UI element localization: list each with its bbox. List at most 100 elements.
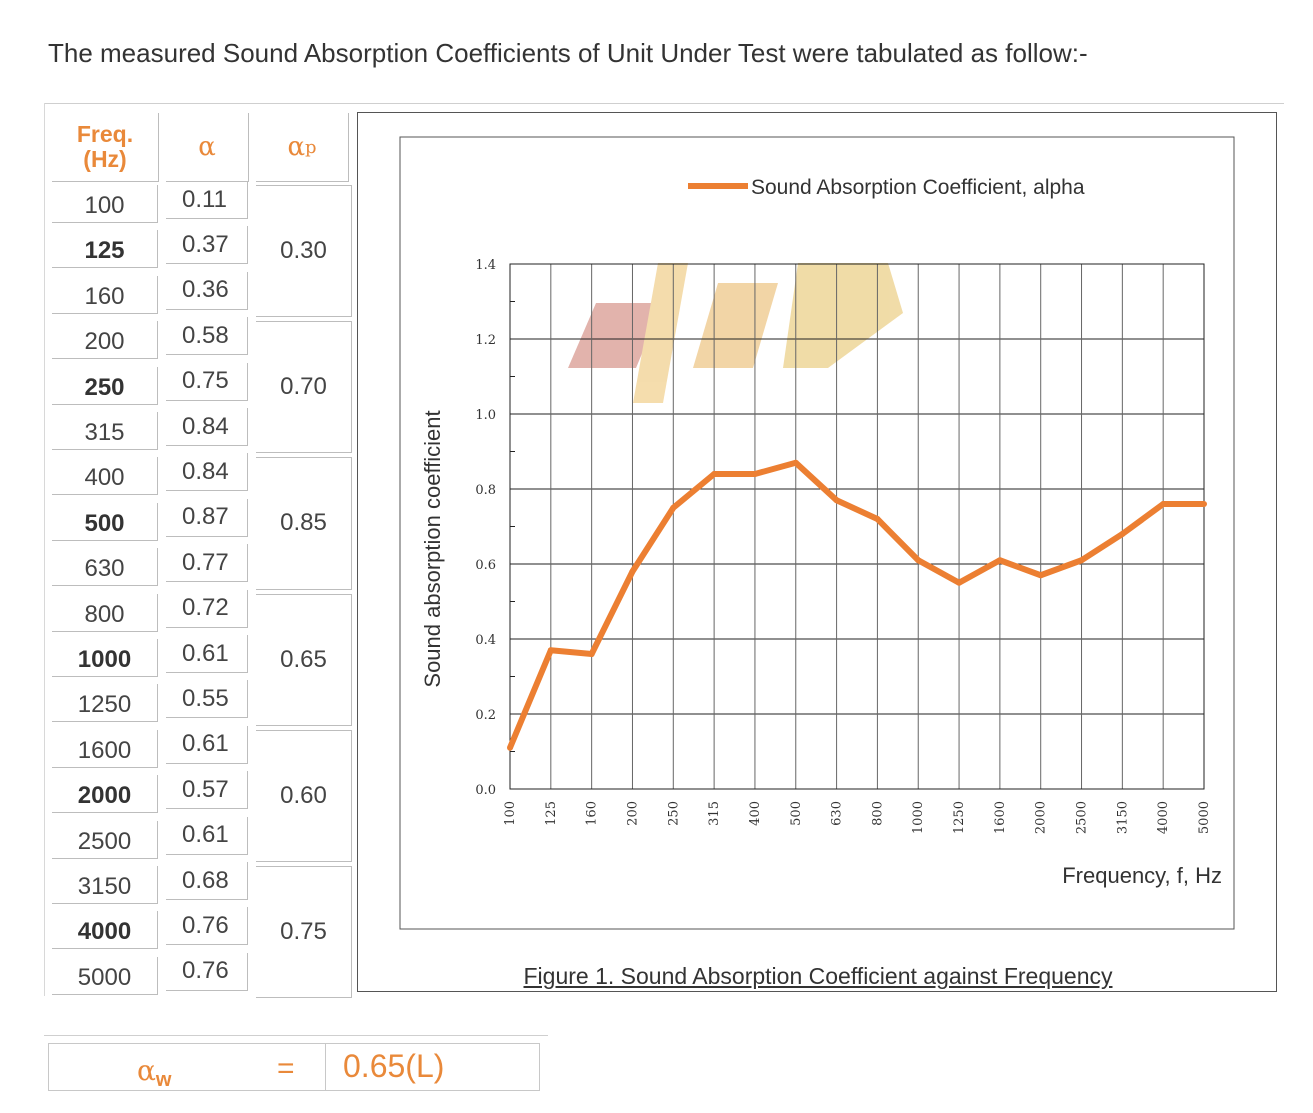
x-tick-label: 200 <box>625 801 640 826</box>
intro-text: The measured Sound Absorption Coefficien… <box>48 38 1088 68</box>
freq-cell: 250 <box>52 366 158 405</box>
freq-cell: 160 <box>52 275 158 314</box>
series-line-alpha <box>507 459 1204 749</box>
data-point <box>1078 557 1085 564</box>
alpha-cell: 0.61 <box>166 816 248 855</box>
data-point <box>547 647 554 654</box>
x-tick-label: 630 <box>830 801 845 826</box>
x-axis-title: Frequency, f, Hz <box>1062 863 1222 888</box>
figure-caption: Figure 1. Sound Absorption Coefficient a… <box>523 963 1113 989</box>
header-alpha-p-symbol: α <box>287 131 306 162</box>
alpha-cell: 0.84 <box>166 453 248 492</box>
x-tick-label: 250 <box>666 801 681 826</box>
alpha-w-equals: = <box>277 1052 295 1085</box>
header-alpha-p-sub: p <box>305 136 317 158</box>
data-point <box>711 471 718 477</box>
x-tick-label: 800 <box>870 801 885 826</box>
alpha-p-cell: 0.60 <box>256 729 352 862</box>
header-frequency: Freq. (Hz) <box>52 113 159 182</box>
alpha-w-divider <box>44 1035 548 1036</box>
alpha-cell: 0.11 <box>166 181 248 219</box>
x-tick-label: 400 <box>748 801 763 826</box>
y-tick-label: 1.4 <box>475 258 496 273</box>
freq-cell: 125 <box>52 230 158 269</box>
alpha-cell: 0.36 <box>166 271 248 310</box>
alpha-cell: 0.87 <box>166 498 248 537</box>
y-tick-label: 0.4 <box>475 633 496 648</box>
data-point <box>1037 572 1044 579</box>
x-tick-label: 100 <box>503 801 518 826</box>
alpha-cell: 0.57 <box>166 771 248 810</box>
x-tick-label: 125 <box>544 801 559 826</box>
chart-frame: 0.0 0.2 0.4 0.6 0.8 1.0 1.2 1.4 100 125 160 200 250 3… <box>357 112 1277 992</box>
data-point <box>996 557 1003 564</box>
y-tick-label: 1.0 <box>475 408 496 423</box>
y-tick-label: 1.2 <box>475 333 496 348</box>
data-point <box>670 504 677 511</box>
alpha-w-label: αw <box>137 1054 171 1092</box>
alpha-cell: 0.75 <box>166 362 248 401</box>
data-point <box>1119 531 1126 537</box>
y-tick-label: 0.2 <box>475 708 496 723</box>
chart-inner-frame <box>399 136 1235 930</box>
alpha-p-cell: 0.70 <box>256 321 352 454</box>
data-point <box>751 471 758 477</box>
alpha-w-sub: w <box>155 1069 172 1091</box>
x-tick-label: 1600 <box>993 801 1008 834</box>
x-tick-label: 2500 <box>1075 801 1090 834</box>
data-point <box>792 459 799 466</box>
x-tick-label: 500 <box>789 801 804 826</box>
alpha-p-cell: 0.75 <box>256 866 352 999</box>
y-tick-label: 0.0 <box>475 783 496 798</box>
x-tick-label: 2000 <box>1034 801 1049 834</box>
x-tick-label: 3150 <box>1115 801 1130 834</box>
y-axis-title: Sound absorption coefficient <box>420 410 445 687</box>
alpha-w-box: αw = 0.65(L) <box>48 1043 540 1091</box>
data-point <box>915 557 922 564</box>
alpha-cell: 0.68 <box>166 862 248 900</box>
data-point <box>588 651 595 657</box>
freq-cell: 2000 <box>52 775 158 814</box>
x-tick-label: 5000 <box>1197 801 1212 834</box>
alpha-cell: 0.72 <box>166 589 248 628</box>
data-point <box>507 744 513 751</box>
top-divider <box>44 103 1284 104</box>
freq-cell: 4000 <box>52 911 158 950</box>
alpha-cell: 0.37 <box>166 226 248 265</box>
data-point <box>1160 501 1167 507</box>
alpha-cell: 0.58 <box>166 317 248 356</box>
table-left-border <box>44 103 45 996</box>
watermark-s-shape <box>693 283 778 368</box>
alpha-w-symbol: α <box>137 1054 156 1087</box>
header-alpha: α <box>166 113 249 182</box>
freq-cell: 200 <box>52 321 158 360</box>
freq-cell: 500 <box>52 502 158 541</box>
freq-cell: 3150 <box>52 866 158 904</box>
alpha-cell: 0.76 <box>166 952 248 991</box>
watermark-l-shape <box>783 263 903 368</box>
freq-cell: 1000 <box>52 639 158 677</box>
data-point <box>874 516 881 522</box>
data-point <box>833 497 840 504</box>
x-tick-label: 160 <box>585 801 600 826</box>
freq-cell: 400 <box>52 457 158 496</box>
alpha-cell: 0.61 <box>166 635 248 673</box>
x-tick-label: 1000 <box>911 801 926 834</box>
data-point <box>1201 501 1207 507</box>
legend-label: Sound Absorption Coefficient, alpha <box>751 176 1085 199</box>
alpha-cell: 0.84 <box>166 408 248 446</box>
x-tick-label: 4000 <box>1156 801 1171 834</box>
watermark-logo <box>568 263 903 403</box>
freq-cell: 2500 <box>52 820 158 859</box>
alpha-p-cell: 0.85 <box>256 457 352 590</box>
freq-cell: 1600 <box>52 729 158 768</box>
alpha-w-value: 0.65(L) <box>343 1048 445 1084</box>
watermark-slash-shape <box>633 263 688 403</box>
alpha-w-separator <box>325 1044 326 1090</box>
alpha-cell: 0.61 <box>166 725 248 764</box>
freq-cell: 5000 <box>52 956 158 995</box>
y-tick-label: 0.6 <box>475 558 496 573</box>
alpha-cell: 0.76 <box>166 907 248 946</box>
y-tick-label: 0.8 <box>475 483 496 498</box>
